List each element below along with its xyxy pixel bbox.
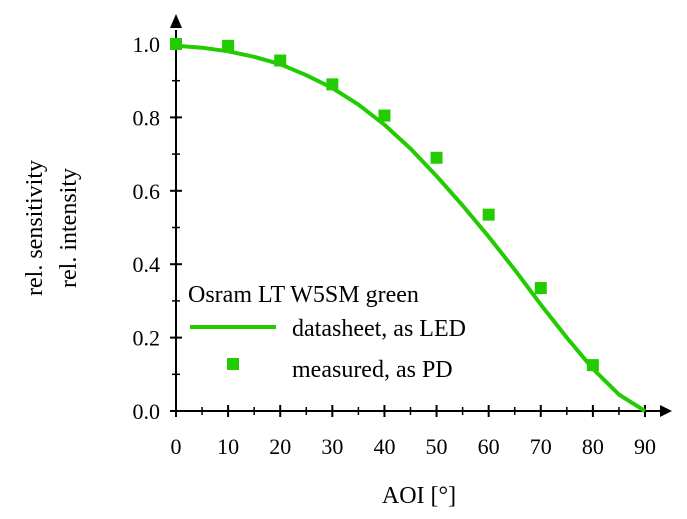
x-tick-label: 0 [171,434,182,459]
y-tick-label: 0.6 [133,179,161,204]
x-tick-label: 50 [426,434,448,459]
legend-entry-measured: measured, as PD [292,357,453,383]
data-point-measured [430,151,443,164]
legend-marker-swatch [227,358,239,370]
legend-title: Osram LT W5SM green [188,282,419,308]
legend-entry-datasheet: datasheet, as LED [292,316,466,342]
data-point-measured [274,54,287,67]
y-tick-label: 0.8 [133,105,161,130]
x-tick-label: 70 [530,434,552,459]
legend: Osram LT W5SM green datasheet, as LED me… [188,282,466,383]
data-point-measured [378,109,391,122]
y-axis-label-line-1: rel. sensitivity [22,160,48,296]
x-tick-label: 20 [269,434,291,459]
x-tick-label: 90 [634,434,656,459]
data-point-measured [482,208,495,221]
x-tick-label: 10 [217,434,239,459]
x-tick-label: 30 [321,434,343,459]
series-line-datasheet [175,43,647,413]
axes [170,14,672,417]
y-axis-label-line-2: rel. intensity [56,168,82,288]
x-tick-label: 80 [582,434,604,459]
x-axis-label: AOI [°] [382,483,456,509]
y-tick-label: 0.2 [133,326,161,351]
y-axis-arrow-icon [170,14,182,28]
data-point-measured [534,282,547,295]
data-point-measured [586,359,599,372]
x-axis-arrow-icon [660,405,672,417]
y-tick-label: 0.4 [133,252,161,277]
y-tick-label: 0.0 [133,399,161,424]
tick-labels: 0 10 20 30 40 50 60 70 80 90 0.0 0.2 0.4 0.6 0.8 1.0 [133,32,657,459]
y-tick-label: 1.0 [133,32,161,57]
x-tick-label: 60 [478,434,500,459]
data-point-measured [170,38,182,50]
data-point-measured [222,39,235,52]
y-axis-label: rel. sensitivity rel. intensity [22,160,82,296]
plot-area [170,38,647,413]
x-tick-label: 40 [373,434,395,459]
data-point-measured [326,78,339,91]
